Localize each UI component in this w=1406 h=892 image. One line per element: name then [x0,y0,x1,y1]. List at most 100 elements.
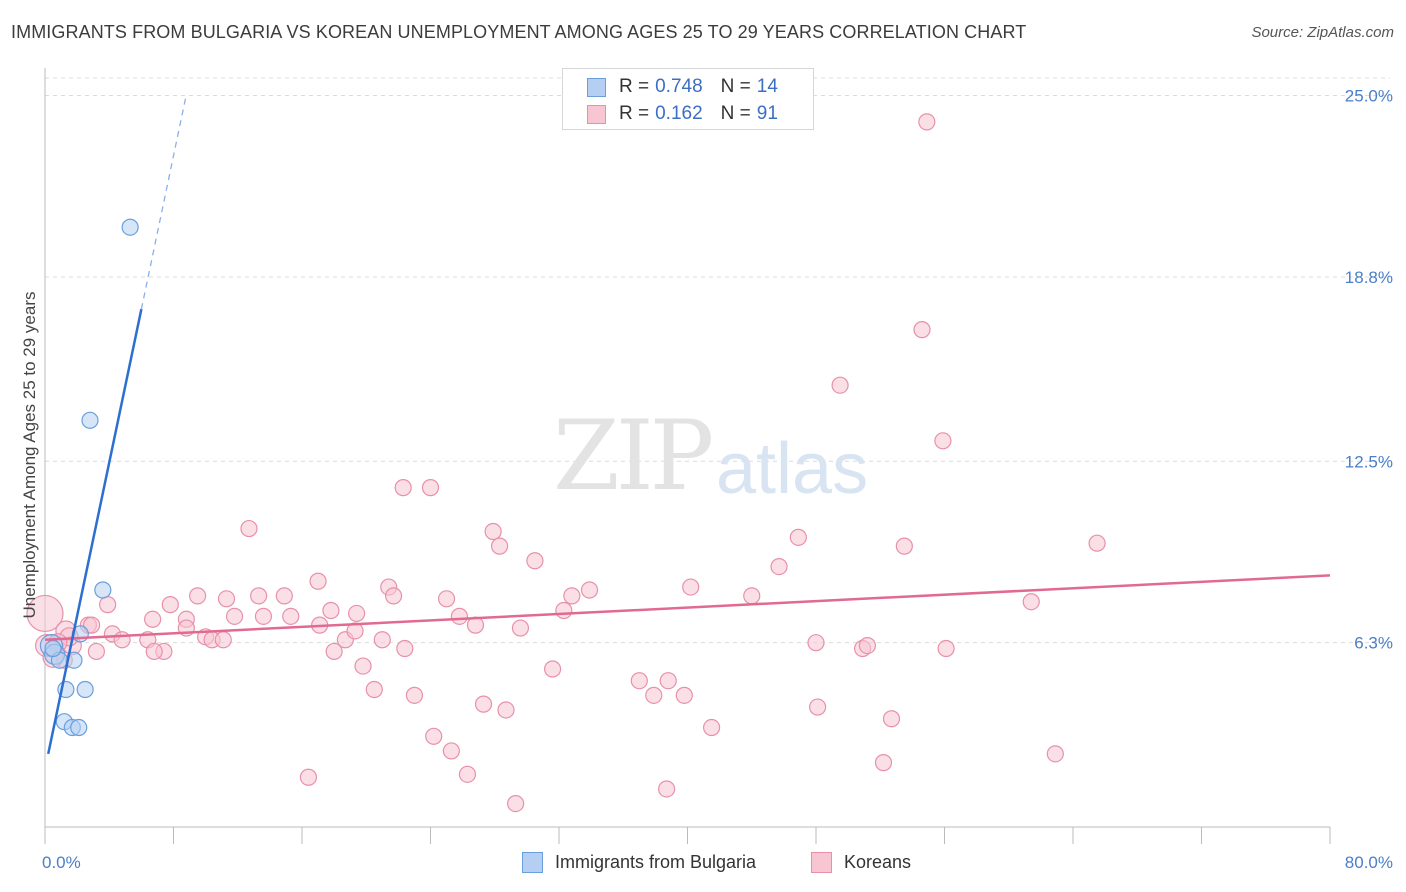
koreans-point [511,619,530,637]
koreans-point [240,519,258,538]
legend-swatch-bulgaria [587,77,606,97]
x-tick-label: 0.0% [42,853,81,872]
koreans-point [543,660,562,678]
y-tick-label: 12.5% [1345,452,1393,471]
bulgaria-point [44,639,62,658]
koreans-point [82,616,101,634]
koreans-point [507,794,525,813]
koreans-point [217,590,236,608]
legend-label-bulgaria: Immigrants from Bulgaria [555,852,757,872]
koreans-point [275,587,293,605]
legend-row-bulgaria: R = 0.748 N = 14 [587,75,778,99]
legend-row-koreans: R = 0.162 N = 91 [587,102,778,126]
bulgaria-point [70,718,88,737]
y-axis-label: Unemployment Among Ages 25 to 29 years [20,292,39,619]
bulgaria-point [94,581,112,599]
koreans-point [384,587,403,605]
legend-n-label: N = [720,103,751,124]
koreans-point [299,768,318,786]
series-legend: Immigrants from Bulgaria Koreans [0,852,1406,878]
koreans-point [937,639,955,658]
koreans-point [250,587,268,605]
y-tick-label: 6.3% [1354,634,1393,653]
koreans-point [442,742,460,760]
koreans-point [675,686,693,704]
legend-swatch-bulgaria [522,852,543,873]
koreans-point [682,578,700,596]
tick-labels: 6.3% 12.5% 18.8% 25.0% 0.0% 80.0% [42,87,1393,872]
bulgaria-trend-extension [140,94,187,310]
koreans-point [809,698,827,716]
bulgaria-point [121,218,139,236]
koreans-point [87,642,106,661]
koreans-point [396,639,414,658]
koreans-point [497,701,515,719]
koreans-point [225,607,244,625]
legend-swatch-koreans [811,852,832,873]
legend-n-value: 91 [756,103,778,124]
koreans-point [1046,745,1064,763]
koreans-point [807,634,825,652]
koreans-point [450,607,469,625]
legend-r-label: R = [619,76,650,97]
koreans-point [580,581,599,599]
koreans-point [254,607,273,625]
koreans-point [325,642,343,661]
koreans-point [770,558,788,576]
koreans-point [348,604,366,623]
legend-n-value: 14 [756,76,778,97]
watermark-zip: ZIP [553,400,714,512]
koreans-point [425,727,443,745]
bulgaria-point [81,411,99,429]
bulgaria-point [76,680,94,699]
chart-title: IMMIGRANTS FROM BULGARIA VS KOREAN UNEMP… [11,22,1027,42]
legend-item-koreans[interactable]: Koreans [811,852,911,873]
koreans-point [490,537,509,555]
koreans-point [484,522,502,541]
koreans-point [405,686,424,704]
koreans-point [145,642,163,661]
legend-item-bulgaria[interactable]: Immigrants from Bulgaria [522,852,756,873]
koreans-point [526,552,544,570]
koreans-point [831,376,849,394]
series-bulgaria-points [39,218,139,737]
koreans-point [630,672,648,690]
koreans-point [658,780,676,798]
koreans-point [895,537,913,555]
legend-label-koreans: Koreans [844,852,912,872]
x-tick-label: 80.0% [1345,853,1393,872]
y-tick-label: 25.0% [1345,87,1393,106]
koreans-point [113,631,131,649]
koreans-point [882,710,901,728]
legend-r-label: R = [619,103,650,124]
koreans-point [322,601,340,620]
source-credit: Source: ZipAtlas.com [1251,24,1394,41]
koreans-point [99,596,117,614]
koreans-point [1022,593,1040,611]
koreans-point [474,695,493,713]
koreans-point [645,686,663,704]
koreans-point [1088,534,1106,552]
koreans-point [702,718,721,737]
koreans-point [188,587,207,605]
koreans-point [365,680,383,699]
legend-r-value: 0.748 [655,76,703,97]
koreans-point [354,657,372,675]
koreans-point [858,637,877,655]
koreans-point [913,321,931,339]
y-tick-label: 18.8% [1345,268,1393,287]
koreans-point [563,587,581,605]
koreans-point [161,596,179,614]
koreans-point [437,590,456,608]
legend-r-value: 0.162 [655,103,703,124]
legend-n-label: N = [720,76,751,97]
correlation-legend: R = 0.748 N = 14 R = 0.162 N = 91 [562,68,814,130]
koreans-point [144,610,162,628]
koreans-point [26,594,64,633]
koreans-point [421,479,440,497]
koreans-point [214,631,232,649]
koreans-point [743,587,761,605]
bulgaria-trend-line [46,308,143,755]
koreans-point [874,754,893,772]
